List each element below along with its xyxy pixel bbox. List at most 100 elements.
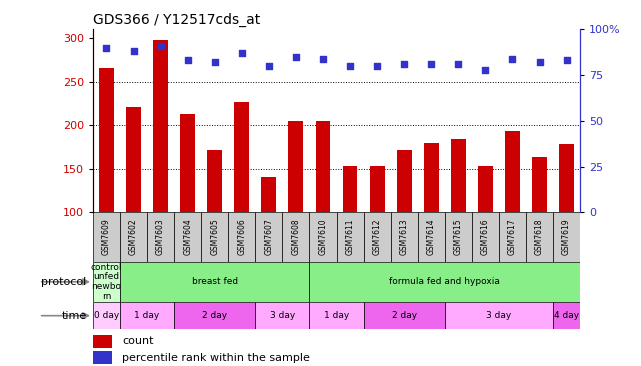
Text: GSM7607: GSM7607 (264, 219, 273, 255)
Point (399, 61, 410, 67)
Text: GSM7613: GSM7613 (400, 219, 409, 255)
Text: GSM7602: GSM7602 (129, 219, 138, 255)
Point (535, 59, 545, 65)
Text: 3 day: 3 day (487, 311, 512, 320)
Bar (559, 144, 574, 212)
Text: formula fed and hypoxia: formula fed and hypoxia (389, 277, 500, 286)
Bar (370, 166, 385, 212)
Text: GSM7604: GSM7604 (183, 219, 192, 255)
Bar (93, 335, 112, 348)
Point (101, 45, 112, 51)
Text: 1 day: 1 day (324, 311, 349, 320)
Text: GSM7610: GSM7610 (319, 219, 328, 255)
Point (426, 61, 437, 67)
Text: GSM7606: GSM7606 (237, 219, 246, 255)
Text: GSM7619: GSM7619 (562, 219, 571, 255)
Bar (235, 102, 249, 212)
Text: control
unfed
newbo
rn: control unfed newbo rn (91, 263, 122, 301)
Bar (262, 176, 276, 212)
Point (507, 56, 517, 61)
Bar (174, 302, 255, 329)
Bar (147, 212, 174, 262)
Text: GSM7612: GSM7612 (372, 219, 381, 255)
Text: 4 day: 4 day (554, 311, 579, 320)
Bar (472, 212, 499, 262)
Bar (343, 166, 358, 212)
Text: GSM7617: GSM7617 (508, 219, 517, 255)
Bar (153, 40, 168, 212)
Text: 1 day: 1 day (135, 311, 160, 320)
Bar (255, 212, 283, 262)
Point (480, 67, 490, 72)
Text: 2 day: 2 day (392, 311, 417, 320)
Bar (310, 212, 337, 262)
Bar (418, 212, 445, 262)
Text: GSM7618: GSM7618 (535, 219, 544, 255)
Text: count: count (122, 336, 154, 346)
Point (291, 54, 301, 60)
Text: 2 day: 2 day (202, 311, 228, 320)
Bar (207, 150, 222, 212)
Point (562, 57, 572, 63)
Bar (120, 262, 310, 302)
Point (128, 48, 138, 54)
Text: 0 day: 0 day (94, 311, 119, 320)
Text: protocol: protocol (41, 277, 87, 287)
Bar (315, 121, 331, 212)
Bar (397, 150, 412, 212)
Text: GSM7614: GSM7614 (427, 219, 436, 255)
Text: GSM7615: GSM7615 (454, 219, 463, 255)
Point (263, 63, 274, 69)
Text: GSM7603: GSM7603 (156, 219, 165, 255)
Bar (445, 212, 472, 262)
Point (237, 50, 247, 56)
Bar (120, 302, 174, 329)
Point (453, 61, 463, 67)
Bar (93, 212, 120, 262)
Bar (337, 212, 363, 262)
Point (318, 56, 328, 61)
Bar (283, 212, 310, 262)
Bar (532, 157, 547, 212)
Bar (310, 262, 580, 302)
Bar (526, 212, 553, 262)
Bar (93, 351, 112, 364)
Bar (180, 114, 195, 212)
Bar (93, 262, 120, 302)
Bar (255, 302, 310, 329)
Bar (126, 107, 141, 212)
Bar (499, 212, 526, 262)
Bar (99, 68, 114, 212)
Bar (478, 166, 493, 212)
Text: percentile rank within the sample: percentile rank within the sample (122, 353, 310, 363)
Text: GSM7605: GSM7605 (210, 219, 219, 255)
Bar (390, 212, 418, 262)
Point (210, 59, 220, 65)
Bar (201, 212, 228, 262)
Bar (363, 302, 445, 329)
Text: GSM7608: GSM7608 (292, 219, 301, 255)
Bar (424, 143, 438, 212)
Bar (310, 302, 363, 329)
Bar (120, 212, 147, 262)
Point (345, 63, 355, 69)
Bar (553, 302, 580, 329)
Bar (363, 212, 390, 262)
Point (372, 63, 382, 69)
Text: GSM7611: GSM7611 (345, 219, 354, 255)
Bar (505, 131, 520, 212)
Text: GSM7616: GSM7616 (481, 219, 490, 255)
Bar (553, 212, 580, 262)
Text: GDS366 / Y12517cds_at: GDS366 / Y12517cds_at (93, 13, 260, 27)
Bar (228, 212, 255, 262)
Bar (451, 139, 466, 212)
Bar (93, 302, 120, 329)
Text: 3 day: 3 day (270, 311, 295, 320)
Point (156, 43, 166, 49)
Bar (288, 121, 303, 212)
Point (183, 57, 193, 63)
Text: time: time (62, 311, 87, 321)
Text: GSM7609: GSM7609 (102, 219, 111, 255)
Bar (445, 302, 553, 329)
Bar (174, 212, 201, 262)
